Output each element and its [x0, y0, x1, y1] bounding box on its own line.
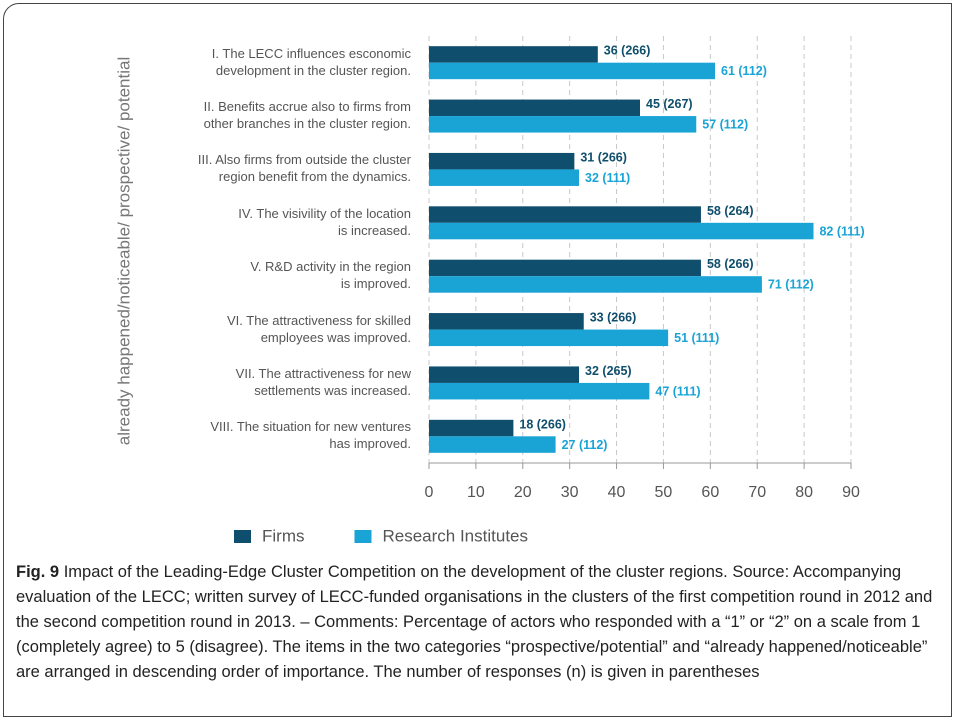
bar — [429, 436, 556, 453]
caption-label: Fig. 9 — [16, 563, 60, 581]
value-label: 58 (264) — [707, 204, 754, 218]
bar — [429, 169, 580, 186]
x-tick-label: 30 — [561, 484, 579, 501]
category-label: IV. The visivility of the location is in… — [238, 205, 411, 238]
value-label: 32 (111) — [585, 171, 630, 185]
x-tick-label: 40 — [608, 484, 626, 501]
value-label: 61 (112) — [721, 64, 767, 78]
x-tick-label: 70 — [748, 484, 766, 501]
bar — [429, 62, 716, 80]
bar — [429, 222, 814, 240]
bar — [429, 206, 701, 223]
value-label: 36 (266) — [604, 44, 651, 58]
bar — [429, 99, 640, 117]
legend-label: Research Institutes — [382, 526, 528, 545]
bar — [429, 259, 701, 277]
value-label: 51 (111) — [674, 331, 719, 345]
legend-swatch — [234, 530, 251, 543]
bar — [429, 46, 598, 63]
value-label: 71 (112) — [768, 278, 814, 292]
x-tick-label: 0 — [425, 484, 434, 501]
bar — [429, 313, 584, 330]
category-label: III. Also firms from outside the cluster… — [197, 152, 411, 185]
bar — [429, 276, 762, 293]
value-label: 18 (266) — [519, 417, 566, 431]
category-label: VII. The attractiveness for new settleme… — [235, 365, 411, 398]
category-label: VIII. The situation for new ventures has… — [210, 419, 411, 452]
category-label: V. R&D activity in the region is improve… — [250, 259, 411, 292]
x-tick-label: 50 — [655, 484, 673, 501]
caption: Fig. 9 Impact of the Leading-Edge Cluste… — [16, 560, 941, 685]
legend-label: Firms — [262, 526, 304, 545]
category-label: I. The LECC influences esconomic develop… — [211, 45, 411, 78]
bar — [429, 116, 697, 133]
x-tick-label: 20 — [514, 484, 532, 501]
chart: already happened/noticeable/ prospective… — [114, 36, 865, 545]
x-tick-label: 60 — [701, 484, 719, 501]
value-label: 32 (265) — [585, 364, 632, 378]
bar — [429, 419, 514, 437]
bar — [429, 152, 575, 170]
value-label: 27 (112) — [562, 438, 608, 452]
value-label: 58 (266) — [707, 257, 754, 271]
category-label: II. Benefits accrue also to firms from o… — [203, 99, 411, 132]
bar — [429, 382, 650, 400]
bar — [429, 366, 580, 383]
x-tick-label: 10 — [467, 484, 485, 501]
y-axis-label: already happened/noticeable/ prospective… — [114, 57, 133, 445]
value-label: 45 (267) — [646, 97, 693, 111]
value-label: 47 (111) — [655, 384, 700, 398]
value-label: 31 (266) — [580, 150, 627, 164]
legend-swatch — [354, 530, 372, 543]
caption-text: Impact of the Leading-Edge Cluster Compe… — [16, 563, 933, 681]
value-label: 33 (266) — [590, 311, 637, 325]
category-label: VI. The attractiveness for skilled emplo… — [226, 312, 411, 345]
value-label: 57 (112) — [702, 118, 748, 132]
x-tick-label: 90 — [842, 484, 860, 501]
bar — [429, 329, 669, 347]
figure: already happened/noticeable/ prospective… — [3, 3, 952, 717]
x-tick-label: 80 — [795, 484, 813, 501]
value-label: 82 (111) — [819, 224, 864, 238]
